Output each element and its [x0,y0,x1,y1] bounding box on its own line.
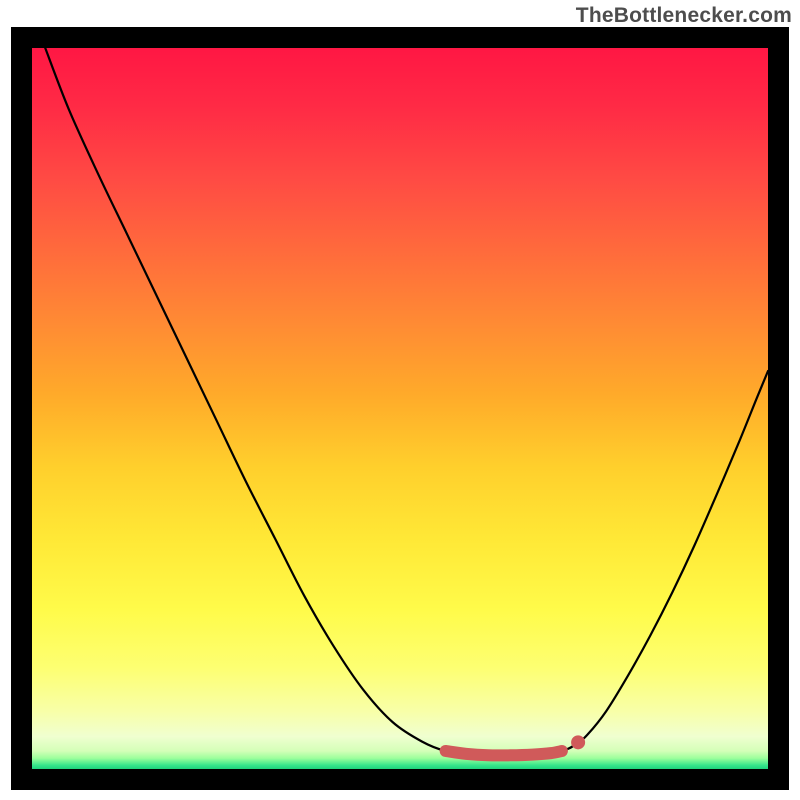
plot-area [32,48,768,769]
chart-canvas: TheBottlenecker.com [0,0,800,800]
bottleneck-curve [32,48,768,769]
curve-marker [571,735,585,749]
curve-bottom-highlight [446,751,562,755]
watermark-text: TheBottlenecker.com [576,4,792,28]
curve-main [45,48,768,755]
